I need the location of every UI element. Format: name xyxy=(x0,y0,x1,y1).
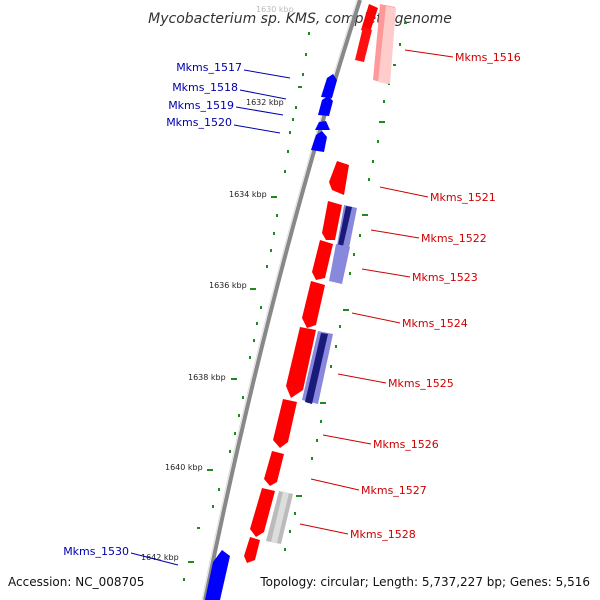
gene-feature-1521[interactable] xyxy=(329,161,349,195)
gene-grey-highlight-1527 xyxy=(271,492,289,543)
gene-feature-1516b[interactable] xyxy=(355,27,372,62)
gene-feature-1528[interactable] xyxy=(244,537,260,563)
gene-label-mkms-1528[interactable]: Mkms_1528 xyxy=(350,528,416,541)
scale-label-1642: 1642 kbp xyxy=(141,553,179,562)
gene-label-mkms-1522[interactable]: Mkms_1522 xyxy=(421,232,487,245)
genome-summary-text: Topology: circular; Length: 5,737,227 bp… xyxy=(259,575,590,589)
gene-label-mkms-1526[interactable]: Mkms_1526 xyxy=(373,438,439,451)
gene-label-mkms-1518[interactable]: Mkms_1518 xyxy=(172,81,238,94)
gene-core-1522 xyxy=(338,206,352,246)
gene-feature-1522[interactable] xyxy=(322,201,342,240)
scale-label-1640: 1640 kbp xyxy=(165,463,203,472)
map-title: Mycobacterium sp. KMS, complete genome xyxy=(148,11,452,27)
gene-label-mkms-1520[interactable]: Mkms_1520 xyxy=(166,116,232,129)
gene-label-mkms-1521[interactable]: Mkms_1521 xyxy=(430,191,496,204)
gene-feature-1520[interactable] xyxy=(311,131,327,152)
gene-feature-1526a[interactable] xyxy=(273,399,297,448)
gene-core-1525 xyxy=(305,333,328,404)
reverse-features xyxy=(205,74,337,600)
forward-features xyxy=(244,4,396,563)
gene-feature-1524[interactable] xyxy=(302,281,325,328)
label-leaders xyxy=(130,49,454,566)
companion-features xyxy=(266,205,357,544)
gene-feature-1519[interactable] xyxy=(315,121,330,130)
gene-shade-1523 xyxy=(329,244,350,284)
scale-label-1634: 1634 kbp xyxy=(229,190,267,199)
gene-label-mkms-1517[interactable]: Mkms_1517 xyxy=(176,61,242,74)
outer-scale-ticks xyxy=(284,22,407,551)
gene-label-mkms-1524[interactable]: Mkms_1524 xyxy=(402,317,468,330)
scale-label-1630: 1630 kbp xyxy=(256,5,294,14)
gene-feature-1526b[interactable] xyxy=(264,451,284,486)
gene-feature-1525[interactable] xyxy=(286,327,316,398)
gene-label-mkms-1523[interactable]: Mkms_1523 xyxy=(412,271,478,284)
gene-feature-1518[interactable] xyxy=(318,96,333,116)
gene-label-mkms-1527[interactable]: Mkms_1527 xyxy=(361,484,427,497)
accession-text: Accession: NC_008705 xyxy=(8,575,144,589)
scale-label-1638: 1638 kbp xyxy=(188,373,226,382)
gene-feature-1527[interactable] xyxy=(250,488,275,537)
gene-feature-1516d[interactable] xyxy=(378,6,396,84)
gene-label-mkms-1530[interactable]: Mkms_1530 xyxy=(63,545,129,558)
scale-label-1632: 1632 kbp xyxy=(246,98,284,107)
gene-feature-1530[interactable] xyxy=(205,550,230,600)
gene-feature-1516a[interactable] xyxy=(361,4,378,32)
scale-label-1636: 1636 kbp xyxy=(209,281,247,290)
gene-label-mkms-1519[interactable]: Mkms_1519 xyxy=(168,99,234,112)
gene-feature-1523[interactable] xyxy=(312,240,333,280)
gene-label-mkms-1516[interactable]: Mkms_1516 xyxy=(455,51,521,64)
gene-feature-1517[interactable] xyxy=(321,74,337,98)
gene-label-mkms-1525[interactable]: Mkms_1525 xyxy=(388,377,454,390)
inner-scale-ticks xyxy=(183,32,310,581)
